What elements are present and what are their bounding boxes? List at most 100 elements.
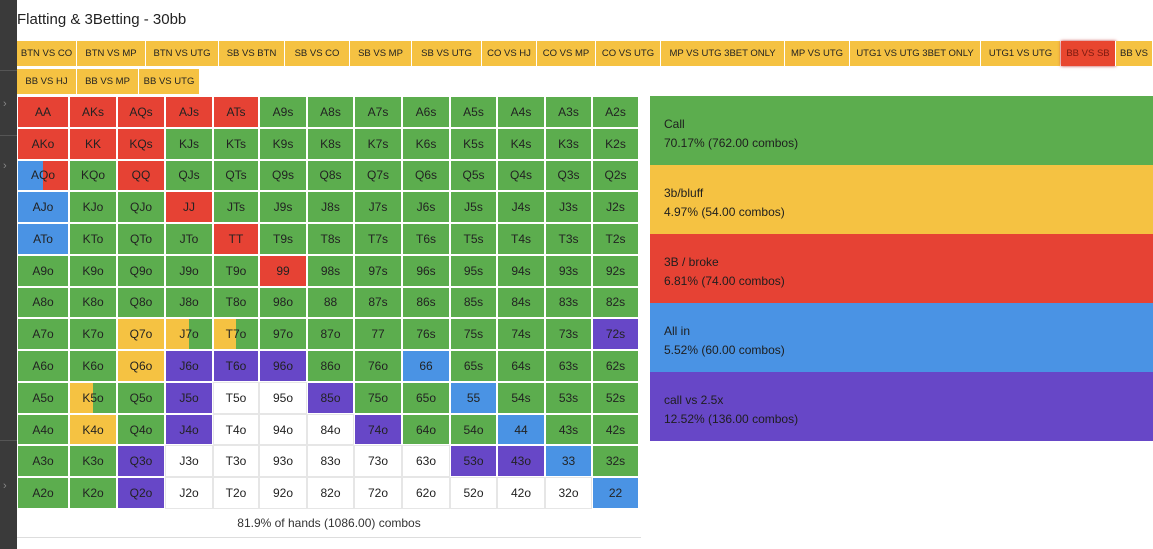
hand-cell-84s[interactable]: 84s (497, 286, 545, 319)
hand-cell-t7s[interactable]: T7s (354, 223, 402, 255)
tab-bb-vs-utg[interactable]: BB VS UTG (139, 69, 200, 94)
hand-cell-k8o[interactable]: K8o (69, 286, 117, 319)
hand-cell-a4s[interactable]: A4s (497, 96, 545, 128)
hand-cell-kjs[interactable]: KJs (165, 127, 213, 160)
hand-cell-72o[interactable]: 72o (354, 477, 402, 509)
hand-cell-k6o[interactable]: K6o (69, 350, 117, 382)
hand-cell-j2s[interactable]: J2s (592, 191, 639, 224)
hand-cell-a8s[interactable]: A8s (307, 96, 354, 128)
chevron-icon[interactable]: › (3, 480, 7, 492)
tab-sb-vs-btn[interactable]: SB VS BTN (219, 41, 285, 66)
hand-cell-65o[interactable]: 65o (402, 381, 450, 414)
hand-cell-t4s[interactable]: T4s (497, 223, 545, 255)
hand-cell-75s[interactable]: 75s (450, 318, 497, 351)
hand-cell-aqo[interactable]: AQo (17, 159, 69, 192)
hand-cell-j8s[interactable]: J8s (307, 191, 354, 224)
hand-cell-k7o[interactable]: K7o (69, 318, 117, 351)
legend-item-call25[interactable]: call vs 2.5x 12.52% (136.00 combos) (650, 372, 1153, 441)
hand-cell-t9s[interactable]: T9s (259, 223, 307, 255)
hand-cell-kqo[interactable]: KQo (69, 159, 117, 192)
hand-cell-a4o[interactable]: A4o (17, 413, 69, 446)
hand-cell-ajs[interactable]: AJs (165, 96, 213, 128)
tab-btn-vs-utg[interactable]: BTN VS UTG (146, 41, 219, 66)
tab-bb-vs-mp[interactable]: BB VS MP (77, 69, 139, 94)
hand-cell-q4s[interactable]: Q4s (497, 159, 545, 192)
hand-cell-a9o[interactable]: A9o (17, 254, 69, 287)
hand-cell-44[interactable]: 44 (497, 413, 545, 446)
hand-cell-53o[interactable]: 53o (450, 445, 497, 478)
hand-cell-43o[interactable]: 43o (497, 445, 545, 478)
hand-cell-j3o[interactable]: J3o (165, 445, 213, 478)
hand-cell-63o[interactable]: 63o (402, 445, 450, 478)
hand-cell-52s[interactable]: 52s (592, 381, 639, 414)
hand-cell-65s[interactable]: 65s (450, 350, 497, 382)
hand-cell-jto[interactable]: JTo (165, 223, 213, 255)
hand-cell-kjo[interactable]: KJo (69, 191, 117, 224)
hand-cell-86o[interactable]: 86o (307, 350, 354, 382)
hand-cell-98s[interactable]: 98s (307, 254, 354, 287)
hand-cell-52o[interactable]: 52o (450, 477, 497, 509)
hand-cell-83o[interactable]: 83o (307, 445, 354, 478)
hand-cell-k7s[interactable]: K7s (354, 127, 402, 160)
hand-cell-j9s[interactable]: J9s (259, 191, 307, 224)
hand-cell-q8s[interactable]: Q8s (307, 159, 354, 192)
hand-cell-98o[interactable]: 98o (259, 286, 307, 319)
hand-cell-75o[interactable]: 75o (354, 381, 402, 414)
hand-cell-97s[interactable]: 97s (354, 254, 402, 287)
hand-cell-a2s[interactable]: A2s (592, 96, 639, 128)
hand-cell-q4o[interactable]: Q4o (117, 413, 165, 446)
hand-cell-j7s[interactable]: J7s (354, 191, 402, 224)
hand-cell-42s[interactable]: 42s (592, 413, 639, 446)
hand-cell-74o[interactable]: 74o (354, 413, 402, 446)
hand-cell-t5o[interactable]: T5o (213, 381, 259, 414)
hand-cell-87s[interactable]: 87s (354, 286, 402, 319)
tab-btn-vs-co[interactable]: BTN VS CO (17, 41, 77, 66)
hand-cell-t2s[interactable]: T2s (592, 223, 639, 255)
hand-cell-q3s[interactable]: Q3s (545, 159, 592, 192)
hand-cell-q6o[interactable]: Q6o (117, 350, 165, 382)
hand-cell-kto[interactable]: KTo (69, 223, 117, 255)
hand-cell-86s[interactable]: 86s (402, 286, 450, 319)
chevron-icon[interactable]: › (3, 160, 7, 172)
hand-cell-qto[interactable]: QTo (117, 223, 165, 255)
hand-cell-t3s[interactable]: T3s (545, 223, 592, 255)
hand-cell-q6s[interactable]: Q6s (402, 159, 450, 192)
hand-cell-ajo[interactable]: AJo (17, 191, 69, 224)
tab-utg1-vs-utg[interactable]: UTG1 VS UTG (981, 41, 1061, 66)
hand-cell-t8s[interactable]: T8s (307, 223, 354, 255)
hand-cell-qq[interactable]: QQ (117, 159, 165, 192)
hand-cell-j5s[interactable]: J5s (450, 191, 497, 224)
hand-cell-a3s[interactable]: A3s (545, 96, 592, 128)
hand-cell-j4o[interactable]: J4o (165, 413, 213, 446)
hand-cell-77[interactable]: 77 (354, 318, 402, 351)
tab-sb-vs-utg[interactable]: SB VS UTG (412, 41, 482, 66)
tab-bb-vs-hj[interactable]: BB VS HJ (17, 69, 77, 94)
hand-cell-t7o[interactable]: T7o (213, 318, 259, 351)
hand-cell-53s[interactable]: 53s (545, 381, 592, 414)
hand-cell-t4o[interactable]: T4o (213, 413, 259, 446)
hand-cell-ako[interactable]: AKo (17, 127, 69, 160)
hand-cell-q9o[interactable]: Q9o (117, 254, 165, 287)
hand-cell-64o[interactable]: 64o (402, 413, 450, 446)
hand-cell-74s[interactable]: 74s (497, 318, 545, 351)
hand-cell-92s[interactable]: 92s (592, 254, 639, 287)
hand-cell-t2o[interactable]: T2o (213, 477, 259, 509)
hand-cell-t3o[interactable]: T3o (213, 445, 259, 478)
hand-cell-32s[interactable]: 32s (592, 445, 639, 478)
legend-item-allin[interactable]: All in 5.52% (60.00 combos) (650, 303, 1153, 372)
hand-cell-32o[interactable]: 32o (545, 477, 592, 509)
hand-cell-j8o[interactable]: J8o (165, 286, 213, 319)
hand-cell-k3s[interactable]: K3s (545, 127, 592, 160)
hand-cell-t9o[interactable]: T9o (213, 254, 259, 287)
hand-cell-84o[interactable]: 84o (307, 413, 354, 446)
hand-cell-k4s[interactable]: K4s (497, 127, 545, 160)
hand-cell-a6o[interactable]: A6o (17, 350, 69, 382)
hand-cell-64s[interactable]: 64s (497, 350, 545, 382)
hand-cell-k9o[interactable]: K9o (69, 254, 117, 287)
hand-cell-aqs[interactable]: AQs (117, 96, 165, 128)
hand-cell-54o[interactable]: 54o (450, 413, 497, 446)
hand-cell-82o[interactable]: 82o (307, 477, 354, 509)
hand-cell-k6s[interactable]: K6s (402, 127, 450, 160)
hand-cell-q3o[interactable]: Q3o (117, 445, 165, 478)
hand-cell-k4o[interactable]: K4o (69, 413, 117, 446)
